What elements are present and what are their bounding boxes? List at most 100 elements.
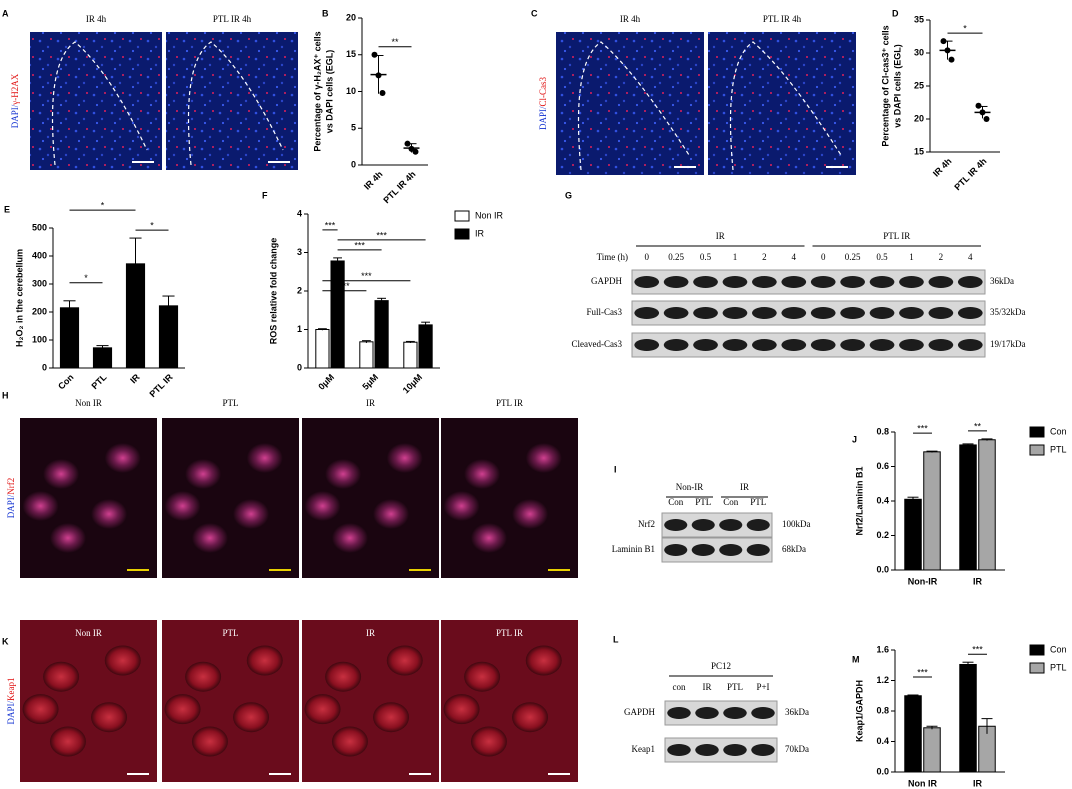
bar	[59, 307, 80, 369]
x-tick-label: IR	[973, 778, 983, 788]
lane-label: 0.25	[845, 252, 861, 262]
tissue-outline	[187, 41, 284, 166]
cell	[91, 499, 128, 529]
bar	[403, 341, 418, 369]
band	[719, 544, 743, 556]
data-point	[948, 56, 955, 63]
significance-label: ***	[354, 240, 365, 250]
y-axis-label: Keap1/GAPDH	[854, 680, 864, 742]
y-axis-label: vs DAPI cells (EGL)	[324, 50, 334, 134]
band	[781, 307, 807, 319]
blot-strip	[631, 332, 986, 358]
legend-swatch	[1029, 644, 1045, 656]
lane-label: 4	[968, 252, 973, 262]
band	[840, 339, 865, 351]
y-tick-label: 0.4	[876, 736, 889, 746]
band	[663, 276, 689, 288]
cell	[512, 499, 549, 529]
band	[693, 339, 718, 351]
lane-label: 0.5	[876, 252, 888, 262]
cell	[246, 645, 283, 676]
band	[664, 519, 688, 531]
band	[928, 307, 954, 319]
cell	[443, 694, 480, 725]
image-title: PTL IR 4h	[213, 14, 252, 24]
significance-label: *	[84, 273, 88, 283]
y-tick-label: 0	[297, 362, 302, 372]
significance-label: ***	[917, 667, 928, 677]
band	[957, 307, 983, 319]
cell	[91, 702, 128, 733]
y-tick-label: 15	[914, 146, 924, 156]
cell	[22, 694, 59, 725]
band	[691, 544, 715, 556]
micrograph	[30, 32, 162, 170]
y-tick-label: 15	[346, 49, 356, 59]
panel-letter: C	[531, 8, 538, 18]
significance-label: ***	[361, 271, 372, 281]
image-title: PTL	[222, 398, 238, 408]
size-label: 100kDa	[782, 519, 811, 529]
cell	[525, 443, 562, 473]
y-tick-label: 10	[346, 86, 356, 96]
band	[634, 339, 660, 351]
lane-header: Time (h)	[597, 252, 628, 262]
y-tick-label: 0.0	[876, 564, 889, 574]
y-tick-label: 500	[32, 222, 47, 232]
channel-name: Cl-Cas3	[538, 76, 548, 106]
x-tick-label: Con	[56, 372, 75, 391]
band	[752, 307, 777, 319]
x-tick-label: PTL IR 4h	[952, 156, 988, 192]
cell	[525, 645, 562, 676]
panel-letter: D	[892, 8, 899, 18]
band	[869, 307, 895, 319]
panel-letter: J	[852, 434, 857, 444]
band	[957, 339, 983, 351]
significance-label: ***	[376, 230, 387, 240]
bar	[359, 341, 374, 369]
cell	[43, 459, 80, 489]
cell	[191, 726, 228, 757]
image-title: PTL IR	[496, 398, 523, 408]
group-label: Non-IR	[676, 482, 704, 492]
size-label: 70kDa	[785, 744, 809, 754]
channel-name: Keap1	[6, 677, 16, 701]
y-tick-label: 30	[914, 47, 924, 57]
data-point	[975, 102, 982, 109]
x-tick-label: IR	[973, 576, 983, 586]
row-label: Laminin B1	[612, 544, 655, 554]
panel-letter: K	[2, 636, 9, 646]
cell	[104, 443, 141, 473]
y-tick-label: 1.2	[876, 675, 889, 685]
row-label: GAPDH	[624, 707, 656, 717]
row-label: Nrf2	[638, 519, 655, 529]
significance-label: ***	[917, 424, 928, 434]
lane-label: P+I	[756, 682, 769, 692]
y-tick-label: 0.8	[876, 705, 889, 715]
lane-label: con	[673, 682, 686, 692]
band	[723, 744, 747, 756]
y-axis-label: Percentage of γ-H₂AX⁺ cells	[312, 31, 322, 151]
x-tick-label: IR 4h	[931, 156, 954, 179]
bar	[923, 727, 941, 773]
lane-label: 4	[792, 252, 797, 262]
cell	[185, 661, 222, 692]
cell	[191, 523, 228, 553]
y-tick-label: 0.0	[876, 766, 889, 776]
band	[899, 339, 924, 351]
row-label: GAPDH	[591, 276, 623, 286]
group-label: IR	[740, 482, 749, 492]
channel-name: DAPI/	[538, 106, 548, 130]
row-label: Keap1	[632, 744, 656, 754]
image-title: IR 4h	[620, 14, 641, 24]
cell	[164, 694, 201, 725]
cell	[104, 645, 141, 676]
cell	[512, 702, 549, 733]
legend-swatch	[1029, 426, 1045, 438]
y-axis-label: Percentage of Cl-cas3⁺ cells	[880, 25, 890, 146]
lane-label: 1	[733, 252, 738, 262]
x-tick-label: PTL IR 4h	[381, 169, 417, 205]
y-axis-label: ROS relative fold change	[268, 238, 278, 345]
lane-label: 0.5	[700, 252, 712, 262]
